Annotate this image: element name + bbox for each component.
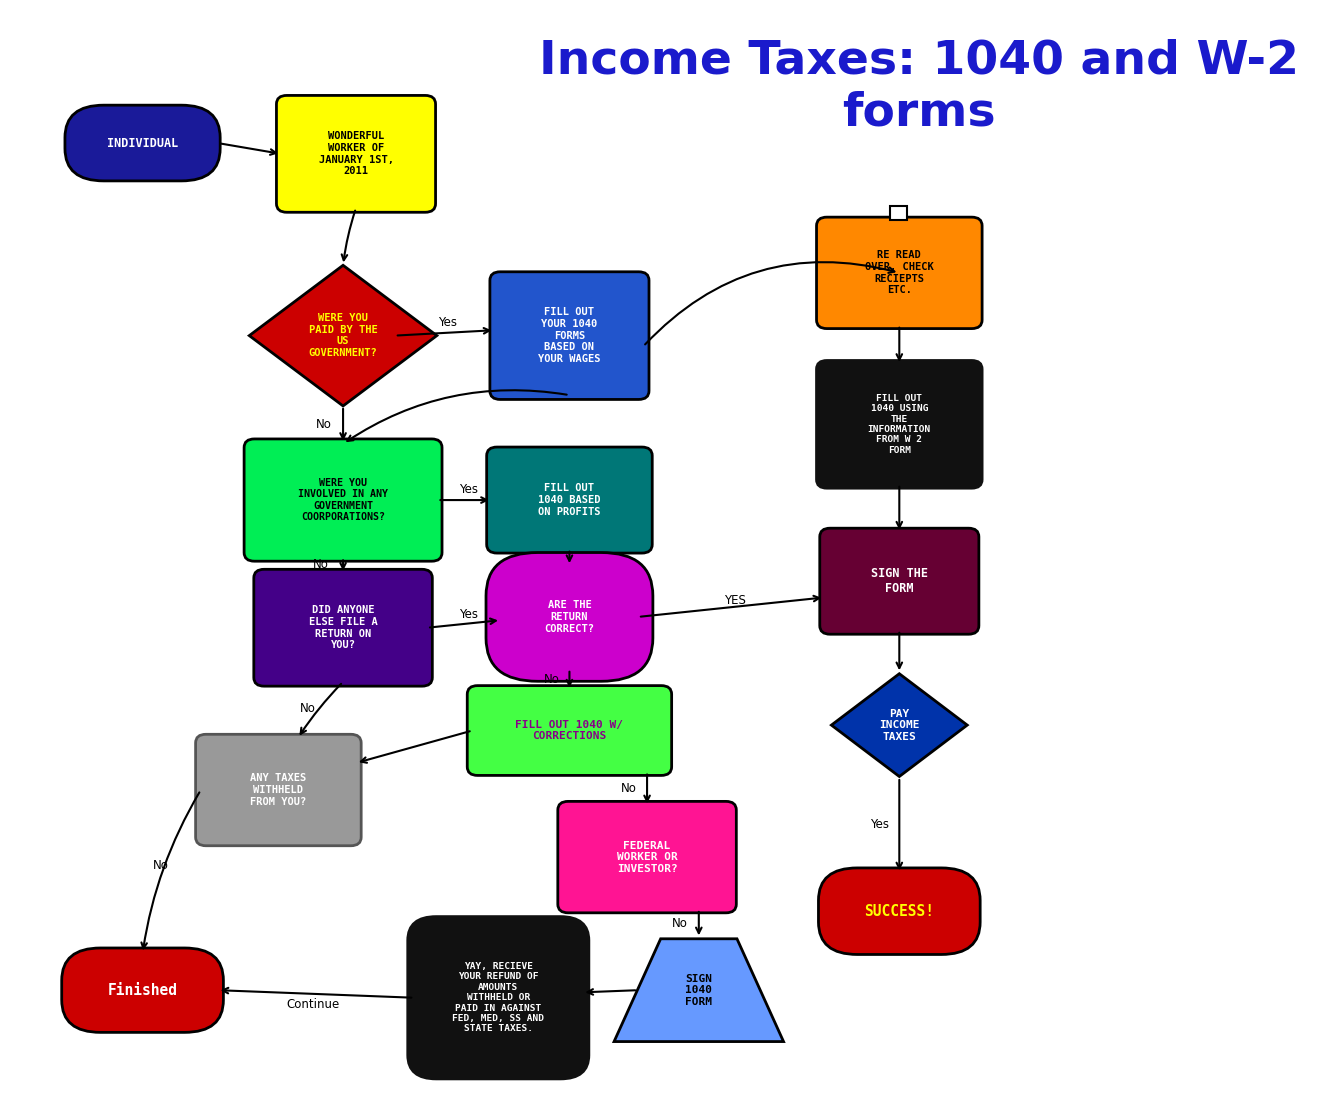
FancyBboxPatch shape xyxy=(486,552,653,681)
FancyBboxPatch shape xyxy=(253,570,433,687)
Polygon shape xyxy=(832,673,968,776)
FancyBboxPatch shape xyxy=(817,361,982,488)
Text: No: No xyxy=(313,559,329,572)
FancyBboxPatch shape xyxy=(276,95,436,212)
Text: Continue: Continue xyxy=(286,998,341,1011)
Text: FILL OUT 1040 W/
CORRECTIONS: FILL OUT 1040 W/ CORRECTIONS xyxy=(515,720,623,741)
FancyBboxPatch shape xyxy=(62,948,223,1032)
Text: DID ANYONE
ELSE FILE A
RETURN ON
YOU?: DID ANYONE ELSE FILE A RETURN ON YOU? xyxy=(309,605,378,650)
Text: RE READ
OVER, CHECK
RECIEPTS
ETC.: RE READ OVER, CHECK RECIEPTS ETC. xyxy=(865,251,933,295)
Text: No: No xyxy=(315,417,331,431)
Text: WERE YOU
INVOLVED IN ANY
GOVERNMENT
COORPORATIONS?: WERE YOU INVOLVED IN ANY GOVERNMENT COOR… xyxy=(298,478,388,522)
Text: Finished: Finished xyxy=(107,983,178,998)
Text: ANY TAXES
WITHHELD
FROM YOU?: ANY TAXES WITHHELD FROM YOU? xyxy=(251,774,306,807)
Text: FILL OUT
YOUR 1040
FORMS
BASED ON
YOUR WAGES: FILL OUT YOUR 1040 FORMS BASED ON YOUR W… xyxy=(539,307,601,364)
Text: SIGN THE
FORM: SIGN THE FORM xyxy=(871,567,928,595)
Text: FILL OUT
1040 BASED
ON PROFITS: FILL OUT 1040 BASED ON PROFITS xyxy=(539,484,601,517)
FancyBboxPatch shape xyxy=(490,272,649,400)
FancyBboxPatch shape xyxy=(890,205,907,220)
Text: Income Taxes: 1040 and W-2
forms: Income Taxes: 1040 and W-2 forms xyxy=(539,39,1299,136)
FancyBboxPatch shape xyxy=(408,916,589,1079)
FancyBboxPatch shape xyxy=(558,802,737,913)
Text: No: No xyxy=(620,783,636,796)
Text: No: No xyxy=(300,702,315,715)
Text: FEDERAL
WORKER OR
INVESTOR?: FEDERAL WORKER OR INVESTOR? xyxy=(616,840,677,873)
Text: YES: YES xyxy=(725,594,746,607)
Polygon shape xyxy=(249,265,437,406)
FancyBboxPatch shape xyxy=(467,686,672,775)
FancyBboxPatch shape xyxy=(65,105,220,181)
Text: ARE THE
RETURN
CORRECT?: ARE THE RETURN CORRECT? xyxy=(544,601,594,634)
Text: Yes: Yes xyxy=(459,482,478,496)
FancyBboxPatch shape xyxy=(820,528,979,634)
Text: WONDERFUL
WORKER OF
JANUARY 1ST,
2011: WONDERFUL WORKER OF JANUARY 1ST, 2011 xyxy=(318,131,393,177)
FancyBboxPatch shape xyxy=(195,734,362,846)
Text: INDIVIDUAL: INDIVIDUAL xyxy=(107,137,178,149)
Text: No: No xyxy=(544,673,560,687)
Text: Yes: Yes xyxy=(870,818,890,831)
FancyBboxPatch shape xyxy=(244,439,442,561)
Text: FILL OUT
1040 USING
THE
INFORMATION
FROM W 2
FORM: FILL OUT 1040 USING THE INFORMATION FROM… xyxy=(867,394,931,455)
Text: WERE YOU
PAID BY THE
US
GOVERNMENT?: WERE YOU PAID BY THE US GOVERNMENT? xyxy=(309,314,378,358)
FancyBboxPatch shape xyxy=(818,868,981,955)
Text: SIGN
1040
FORM: SIGN 1040 FORM xyxy=(685,974,713,1007)
FancyBboxPatch shape xyxy=(487,447,652,553)
Text: Yes: Yes xyxy=(438,316,457,329)
Text: PAY
INCOME
TAXES: PAY INCOME TAXES xyxy=(879,709,920,742)
Text: Yes: Yes xyxy=(459,608,478,622)
Text: No: No xyxy=(153,859,169,872)
FancyBboxPatch shape xyxy=(817,217,982,329)
Polygon shape xyxy=(614,938,784,1041)
Text: SUCCESS!: SUCCESS! xyxy=(865,904,935,919)
Text: No: No xyxy=(672,916,688,930)
Text: YAY, RECIEVE
YOUR REFUND OF
AMOUNTS
WITHHELD OR
PAID IN AGAINST
FED, MED, SS AND: YAY, RECIEVE YOUR REFUND OF AMOUNTS WITH… xyxy=(453,962,544,1033)
